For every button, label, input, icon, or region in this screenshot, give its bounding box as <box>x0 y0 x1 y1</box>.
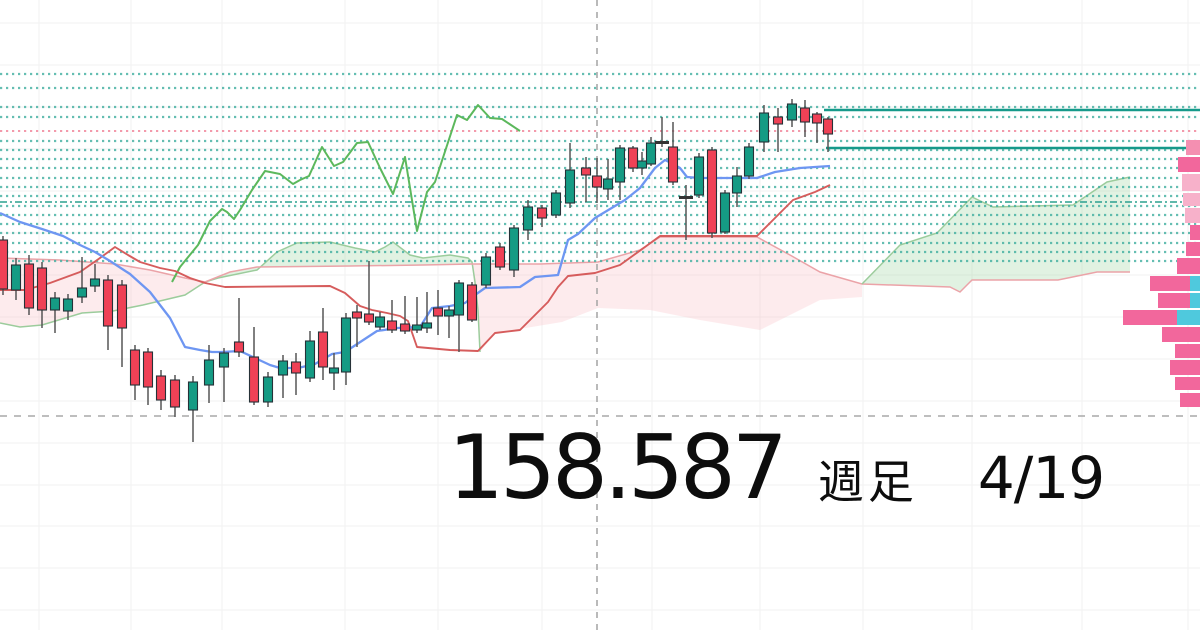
timeframe-label: 週足 <box>817 455 918 509</box>
volume-profile-layer <box>1123 140 1200 407</box>
pivot-levels-layer <box>0 72 1200 263</box>
candlestick-layer <box>0 99 834 442</box>
current-price-label: 158.587 <box>448 416 788 519</box>
support-resistance-lines <box>824 108 1200 150</box>
price-overlay: 158.587 週足 4/19 <box>448 416 1105 519</box>
date-label: 4/19 <box>977 444 1105 512</box>
